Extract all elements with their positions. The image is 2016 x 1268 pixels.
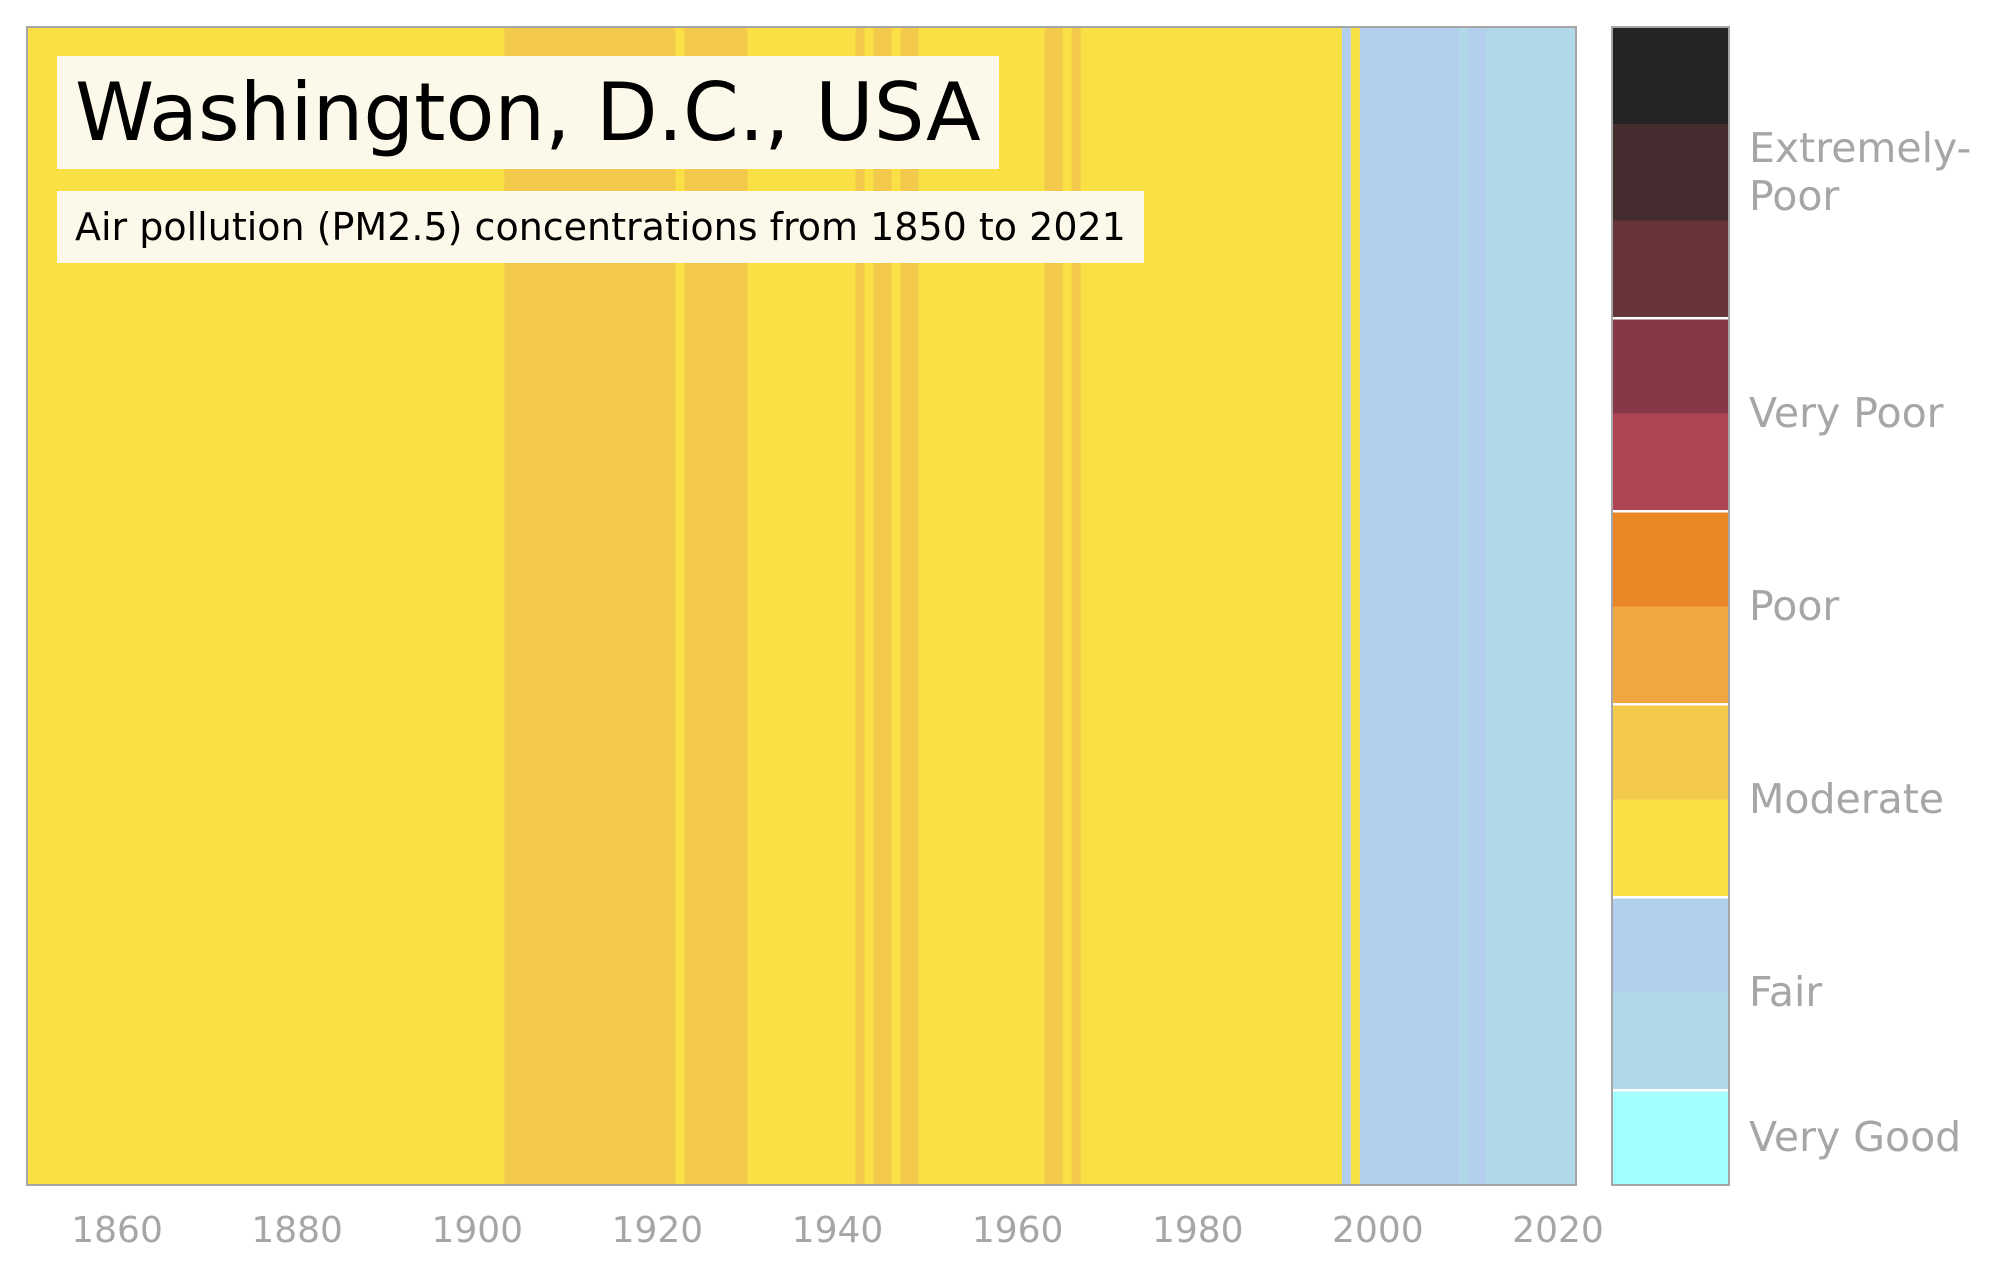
plot-frame	[26, 26, 1577, 1186]
stripe-1998-2008	[1359, 27, 1460, 1185]
stripe-1996-1996	[1341, 27, 1352, 1185]
legend-swatch-2-1	[1612, 702, 1729, 800]
legend-swatch-4-0	[1612, 413, 1729, 510]
stripe-1947-1948	[900, 27, 920, 1185]
x-tick-label-1860: 1860	[71, 1210, 163, 1251]
legend-swatch-1-0	[1612, 992, 1729, 1089]
legend-swatch-5-0	[1612, 220, 1729, 317]
x-tick-label-2000: 2000	[1332, 1210, 1424, 1251]
legend-swatch-5-1	[1612, 123, 1729, 221]
legend-label-3: Poor	[1749, 582, 1839, 630]
x-tick-label-1980: 1980	[1152, 1210, 1244, 1251]
category-legend: Very Good Fair Moderate Poor Very Poor Extrem…	[1612, 27, 1971, 1186]
legend-label-2: Moderate	[1749, 775, 1944, 823]
stripe-1965-1965	[1062, 27, 1073, 1185]
stripe-2012-2021	[1485, 27, 1577, 1185]
stripe-1942-1942	[855, 27, 866, 1185]
legend-label-1: Fair	[1749, 968, 1822, 1016]
x-axis-ticks: 1860 1880 1900 1920 1940 1960 1980 2000 2020	[71, 1210, 1604, 1251]
stripe-2010-2011	[1467, 27, 1487, 1185]
legend-swatch-1-1	[1612, 895, 1729, 993]
x-tick-label-2020: 2020	[1512, 1210, 1604, 1251]
stripe-1922-1922	[675, 27, 686, 1185]
x-tick-label-1940: 1940	[792, 1210, 884, 1251]
legend-swatch-5-2	[1612, 27, 1729, 124]
stripe-1943-1943	[864, 27, 875, 1185]
legend-frame	[1611, 26, 1730, 1186]
x-tick-label-1900: 1900	[431, 1210, 523, 1251]
stripe-1946-1946	[891, 27, 902, 1185]
legend-swatch-3-1	[1612, 509, 1729, 607]
stripe-2009-2009	[1458, 27, 1469, 1185]
legend-swatch-3-0	[1612, 606, 1729, 703]
legend-swatch-2-0	[1612, 799, 1729, 896]
legend-swatch-4-1	[1612, 316, 1729, 414]
stripe-1997-1997	[1350, 27, 1361, 1185]
x-tick-label-1960: 1960	[972, 1210, 1064, 1251]
legend-label-0: Very Good	[1749, 1113, 1961, 1161]
stripe-1944-1945	[873, 27, 893, 1185]
stripe-1963-1964	[1044, 27, 1064, 1185]
chart-subtitle: Air pollution (PM2.5) concentrations fro…	[57, 191, 1144, 263]
x-tick-label-1880: 1880	[251, 1210, 343, 1251]
legend-label-5: Extremely-Poor	[1749, 124, 1971, 220]
legend-swatch-0-0	[1612, 1088, 1729, 1186]
x-tick-label-1920: 1920	[612, 1210, 704, 1251]
legend-label-4: Very Poor	[1749, 389, 1944, 437]
chart-title: Washington, D.C., USA	[57, 56, 999, 169]
stripe-1966-1966	[1071, 27, 1082, 1185]
